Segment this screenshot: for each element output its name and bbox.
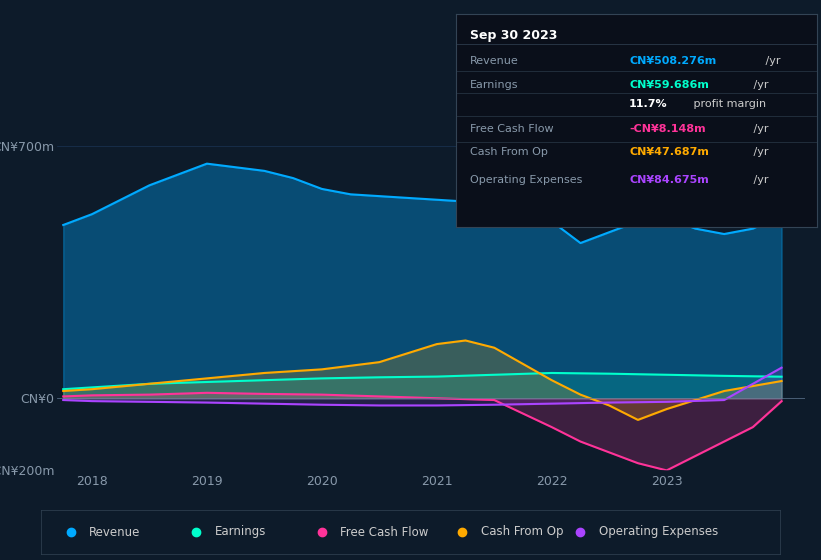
Text: CN¥59.686m: CN¥59.686m (629, 80, 709, 90)
Text: Free Cash Flow: Free Cash Flow (341, 525, 429, 539)
Text: Sep 30 2023: Sep 30 2023 (470, 29, 557, 42)
Text: Revenue: Revenue (89, 525, 140, 539)
Text: Free Cash Flow: Free Cash Flow (470, 124, 553, 134)
Text: /yr: /yr (750, 147, 768, 157)
Text: Operating Expenses: Operating Expenses (599, 525, 718, 539)
Text: /yr: /yr (750, 80, 768, 90)
Text: /yr: /yr (750, 175, 768, 185)
Text: Cash From Op: Cash From Op (470, 147, 548, 157)
Text: Earnings: Earnings (215, 525, 266, 539)
Text: CN¥47.687m: CN¥47.687m (629, 147, 709, 157)
Text: -CN¥8.148m: -CN¥8.148m (629, 124, 706, 134)
Text: /yr: /yr (762, 56, 781, 66)
Text: 11.7%: 11.7% (629, 100, 667, 109)
Text: /yr: /yr (750, 124, 768, 134)
Text: Revenue: Revenue (470, 56, 519, 66)
Text: Earnings: Earnings (470, 80, 519, 90)
Text: CN¥84.675m: CN¥84.675m (629, 175, 709, 185)
Text: Cash From Op: Cash From Op (481, 525, 563, 539)
Text: CN¥508.276m: CN¥508.276m (629, 56, 716, 66)
Text: Operating Expenses: Operating Expenses (470, 175, 582, 185)
Text: profit margin: profit margin (690, 100, 767, 109)
